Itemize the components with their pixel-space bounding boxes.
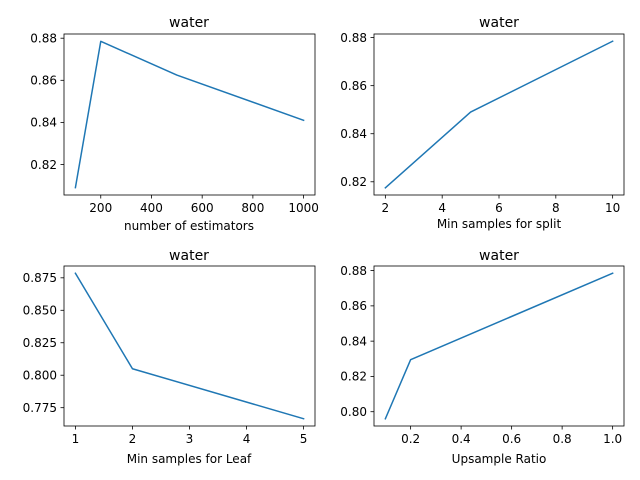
series-line xyxy=(384,40,614,189)
x-tick-label: 3 xyxy=(186,432,194,446)
x-tick-label: 10 xyxy=(605,201,620,215)
subplot-min-samples-split: water Min samples for split 2 4 6 8 10 0.82 0.… xyxy=(340,15,625,231)
x-tick-label: 8 xyxy=(552,201,560,215)
x-tick-label: 0.8 xyxy=(553,432,572,446)
y-tick-label: 0.86 xyxy=(340,79,367,93)
x-tick-label: 0.4 xyxy=(452,432,471,446)
x-tick-label: 1000 xyxy=(288,201,319,215)
x-tick-label: 400 xyxy=(140,201,163,215)
subplot-title: water xyxy=(479,248,519,264)
y-tick-label: 0.86 xyxy=(340,299,367,313)
y-tick-label: 0.82 xyxy=(30,158,57,172)
y-tick-label: 0.84 xyxy=(340,127,367,141)
y-tick-label: 0.800 xyxy=(23,369,57,383)
y-tick-label: 0.850 xyxy=(23,304,57,318)
series-line xyxy=(74,40,305,189)
x-tick-label: 200 xyxy=(89,201,112,215)
y-tick-label: 0.775 xyxy=(23,401,57,415)
y-tick-label: 0.88 xyxy=(340,31,367,45)
axes-frame xyxy=(373,265,625,427)
series-line xyxy=(384,272,614,420)
x-tick-label: 0.2 xyxy=(401,432,420,446)
x-axis-label: Min samples for Leaf xyxy=(127,452,252,466)
axes-frame xyxy=(63,33,316,196)
x-tick-label: 6 xyxy=(495,201,503,215)
subplot-title: water xyxy=(479,15,519,31)
y-tick-label: 0.88 xyxy=(30,32,57,46)
x-tick-label: 4 xyxy=(243,432,251,446)
x-tick-label: 1 xyxy=(72,432,80,446)
y-tick-label: 0.84 xyxy=(30,116,57,130)
x-axis-label: Upsample Ratio xyxy=(452,452,547,466)
subplot-title: water xyxy=(169,15,209,31)
y-tick-label: 0.825 xyxy=(23,336,57,350)
x-tick-label: 5 xyxy=(300,432,308,446)
y-tick-label: 0.86 xyxy=(30,74,57,88)
x-tick-label: 4 xyxy=(438,201,446,215)
x-axis-label: Min samples for split xyxy=(437,217,562,231)
y-tick-label: 0.88 xyxy=(340,264,367,278)
y-tick-label: 0.82 xyxy=(340,370,367,384)
y-tick-label: 0.875 xyxy=(23,271,57,285)
series-line xyxy=(74,272,305,420)
x-tick-label: 2 xyxy=(382,201,390,215)
subplot-title: water xyxy=(169,248,209,264)
subplot-min-samples-leaf: water Min samples for Leaf 1 2 3 4 5 0.775 0.8… xyxy=(23,248,316,466)
x-tick-label: 800 xyxy=(241,201,264,215)
subplot-estimators: water number of estimators 200 400 600 800 1… xyxy=(30,15,319,233)
x-tick-label: 1.0 xyxy=(603,432,622,446)
x-tick-label: 2 xyxy=(129,432,137,446)
x-tick-label: 600 xyxy=(191,201,214,215)
y-tick-label: 0.84 xyxy=(340,334,367,348)
y-tick-label: 0.82 xyxy=(340,175,367,189)
subplot-upsample-ratio: water Upsample Ratio 0.2 0.4 0.6 0.8 1.0 0.80… xyxy=(340,248,625,466)
y-tick-label: 0.80 xyxy=(340,405,367,419)
x-tick-label: 0.6 xyxy=(502,432,521,446)
x-axis-label: number of estimators xyxy=(124,219,254,233)
